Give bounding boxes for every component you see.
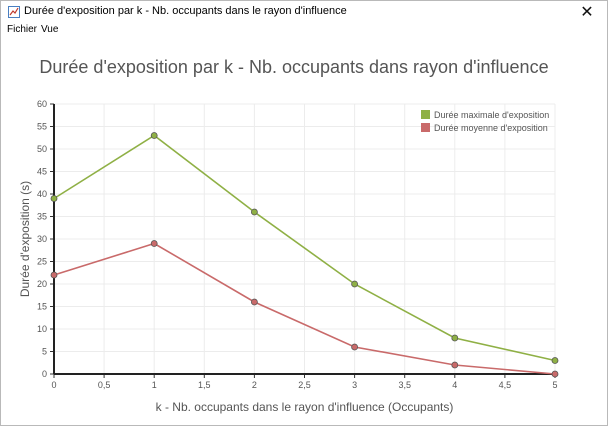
series-line-0 xyxy=(53,134,556,362)
y-tick-label: 0 xyxy=(42,369,47,379)
legend-swatch-1 xyxy=(421,123,430,132)
y-tick-label: 35 xyxy=(37,212,47,222)
y-tick-label: 15 xyxy=(37,302,47,312)
series-line-1 xyxy=(53,242,556,375)
x-axis-label: k - Nb. occupants dans le rayon d'influe… xyxy=(156,400,454,414)
data-point xyxy=(150,132,158,139)
data-point xyxy=(250,208,258,216)
data-point xyxy=(50,195,58,202)
y-tick-label: 10 xyxy=(37,324,47,334)
close-icon: ✕ xyxy=(580,4,594,21)
close-button[interactable]: ✕ xyxy=(567,1,607,23)
x-tick-label: 0 xyxy=(51,380,56,390)
data-point xyxy=(150,240,158,247)
y-tick-label: 50 xyxy=(37,144,47,154)
title-bar[interactable]: Durée d'exposition par k - Nb. occupants… xyxy=(1,1,607,23)
y-tick-label: 40 xyxy=(37,189,47,199)
x-tick-label: 4 xyxy=(452,380,457,390)
y-tick-label: 5 xyxy=(42,347,47,357)
x-tick-label: 2,5 xyxy=(298,380,311,390)
x-tick-label: 5 xyxy=(552,380,557,390)
x-tick-label: 3 xyxy=(352,380,357,390)
legend-label-1: Durée moyenne d'exposition xyxy=(434,123,548,133)
window-title: Durée d'exposition par k - Nb. occupants… xyxy=(24,5,347,17)
menu-fichier[interactable]: Fichier xyxy=(7,24,38,35)
y-tick-label: 20 xyxy=(37,279,47,289)
data-point xyxy=(250,298,258,306)
y-tick-label: 30 xyxy=(37,234,47,244)
menu-vue[interactable]: Vue xyxy=(41,24,59,35)
legend-swatch-0 xyxy=(421,110,430,119)
data-point xyxy=(351,280,359,288)
x-tick-label: 0,5 xyxy=(98,380,111,390)
chart-app-icon xyxy=(8,6,20,18)
chart-area: Durée d'exposition par k - Nb. occupants… xyxy=(1,39,607,425)
data-point xyxy=(551,370,559,378)
data-point xyxy=(551,357,559,364)
data-point xyxy=(351,343,359,351)
y-tick-label: 45 xyxy=(37,167,47,177)
y-tick-label: 55 xyxy=(37,122,47,132)
x-tick-label: 4,5 xyxy=(499,380,512,390)
x-tick-label: 2 xyxy=(252,380,257,390)
y-tick-label: 25 xyxy=(37,257,47,267)
menu-bar: Fichier Vue xyxy=(1,23,607,39)
x-tick-label: 1 xyxy=(152,380,157,390)
data-point xyxy=(451,361,459,369)
legend-label-0: Durée maximale d'exposition xyxy=(434,110,549,120)
x-tick-label: 3,5 xyxy=(398,380,411,390)
y-tick-label: 60 xyxy=(37,99,47,109)
data-point xyxy=(451,334,459,342)
x-tick-label: 1,5 xyxy=(198,380,211,390)
y-axis-label: Durée d'exposition (s) xyxy=(18,181,32,297)
chart-title: Durée d'exposition par k - Nb. occupants… xyxy=(39,57,549,77)
data-point xyxy=(50,271,58,279)
